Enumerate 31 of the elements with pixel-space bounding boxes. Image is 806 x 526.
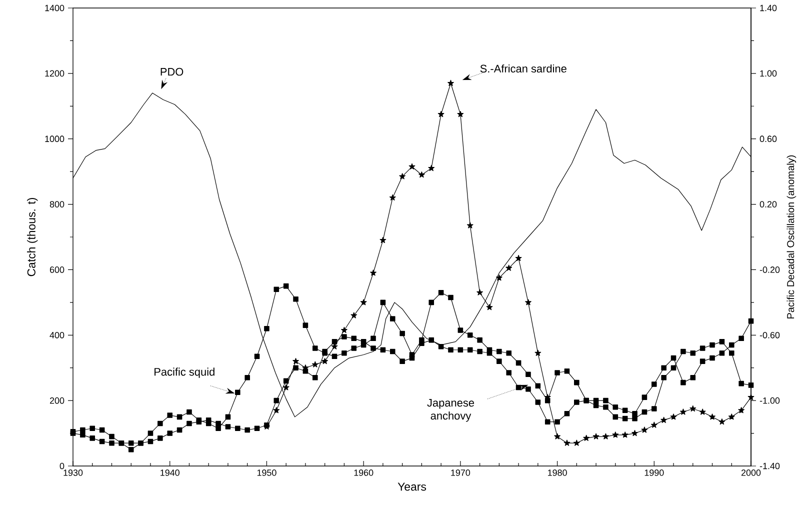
x-tick-label: 1950	[257, 470, 276, 476]
y2-tick-label: -0.60	[760, 332, 780, 338]
y-tick-label: 600	[50, 266, 64, 273]
y2-tick-label: -1.00	[760, 397, 780, 404]
y-tick-label: 400	[50, 332, 64, 338]
y-axis-title: Catch (thous. t)	[27, 198, 38, 276]
series-label: PDO	[160, 68, 184, 76]
y2-axis-title: Pacific Decadal Oscillation (anomaly)	[786, 155, 796, 318]
y-tick-label: 800	[50, 201, 64, 208]
x-tick-label: 2000	[741, 470, 761, 476]
text: Pacific squid	[154, 368, 214, 378]
y-tick-label: 200	[50, 397, 64, 404]
x-tick-label: 1960	[354, 470, 374, 476]
y2-tick-label: 0.60	[760, 136, 777, 142]
y-tick-label: 0	[60, 462, 64, 470]
y2-tick-label: 1.00	[760, 70, 777, 77]
x-axis-title: Years	[398, 482, 426, 491]
x-tick-label: 1970	[451, 470, 470, 476]
x-tick-label: 1930	[64, 470, 83, 476]
text: S.-African sardine	[480, 64, 566, 73]
x-tick-label: 1940	[160, 470, 180, 476]
y-tick-label: 1200	[45, 70, 64, 77]
y2-tick-label: -1.40	[760, 462, 780, 470]
x-tick-label: 1990	[644, 470, 664, 476]
y2-tick-label: -0.20	[760, 266, 780, 273]
text: Japanese anchovy	[427, 399, 474, 422]
y2-tick-label: 0.20	[760, 201, 777, 208]
y-tick-label: 1000	[45, 136, 64, 142]
x-tick-label: 1980	[548, 470, 567, 476]
y2-tick-label: 1.40	[760, 4, 777, 12]
y-tick-label: 1400	[45, 4, 64, 12]
